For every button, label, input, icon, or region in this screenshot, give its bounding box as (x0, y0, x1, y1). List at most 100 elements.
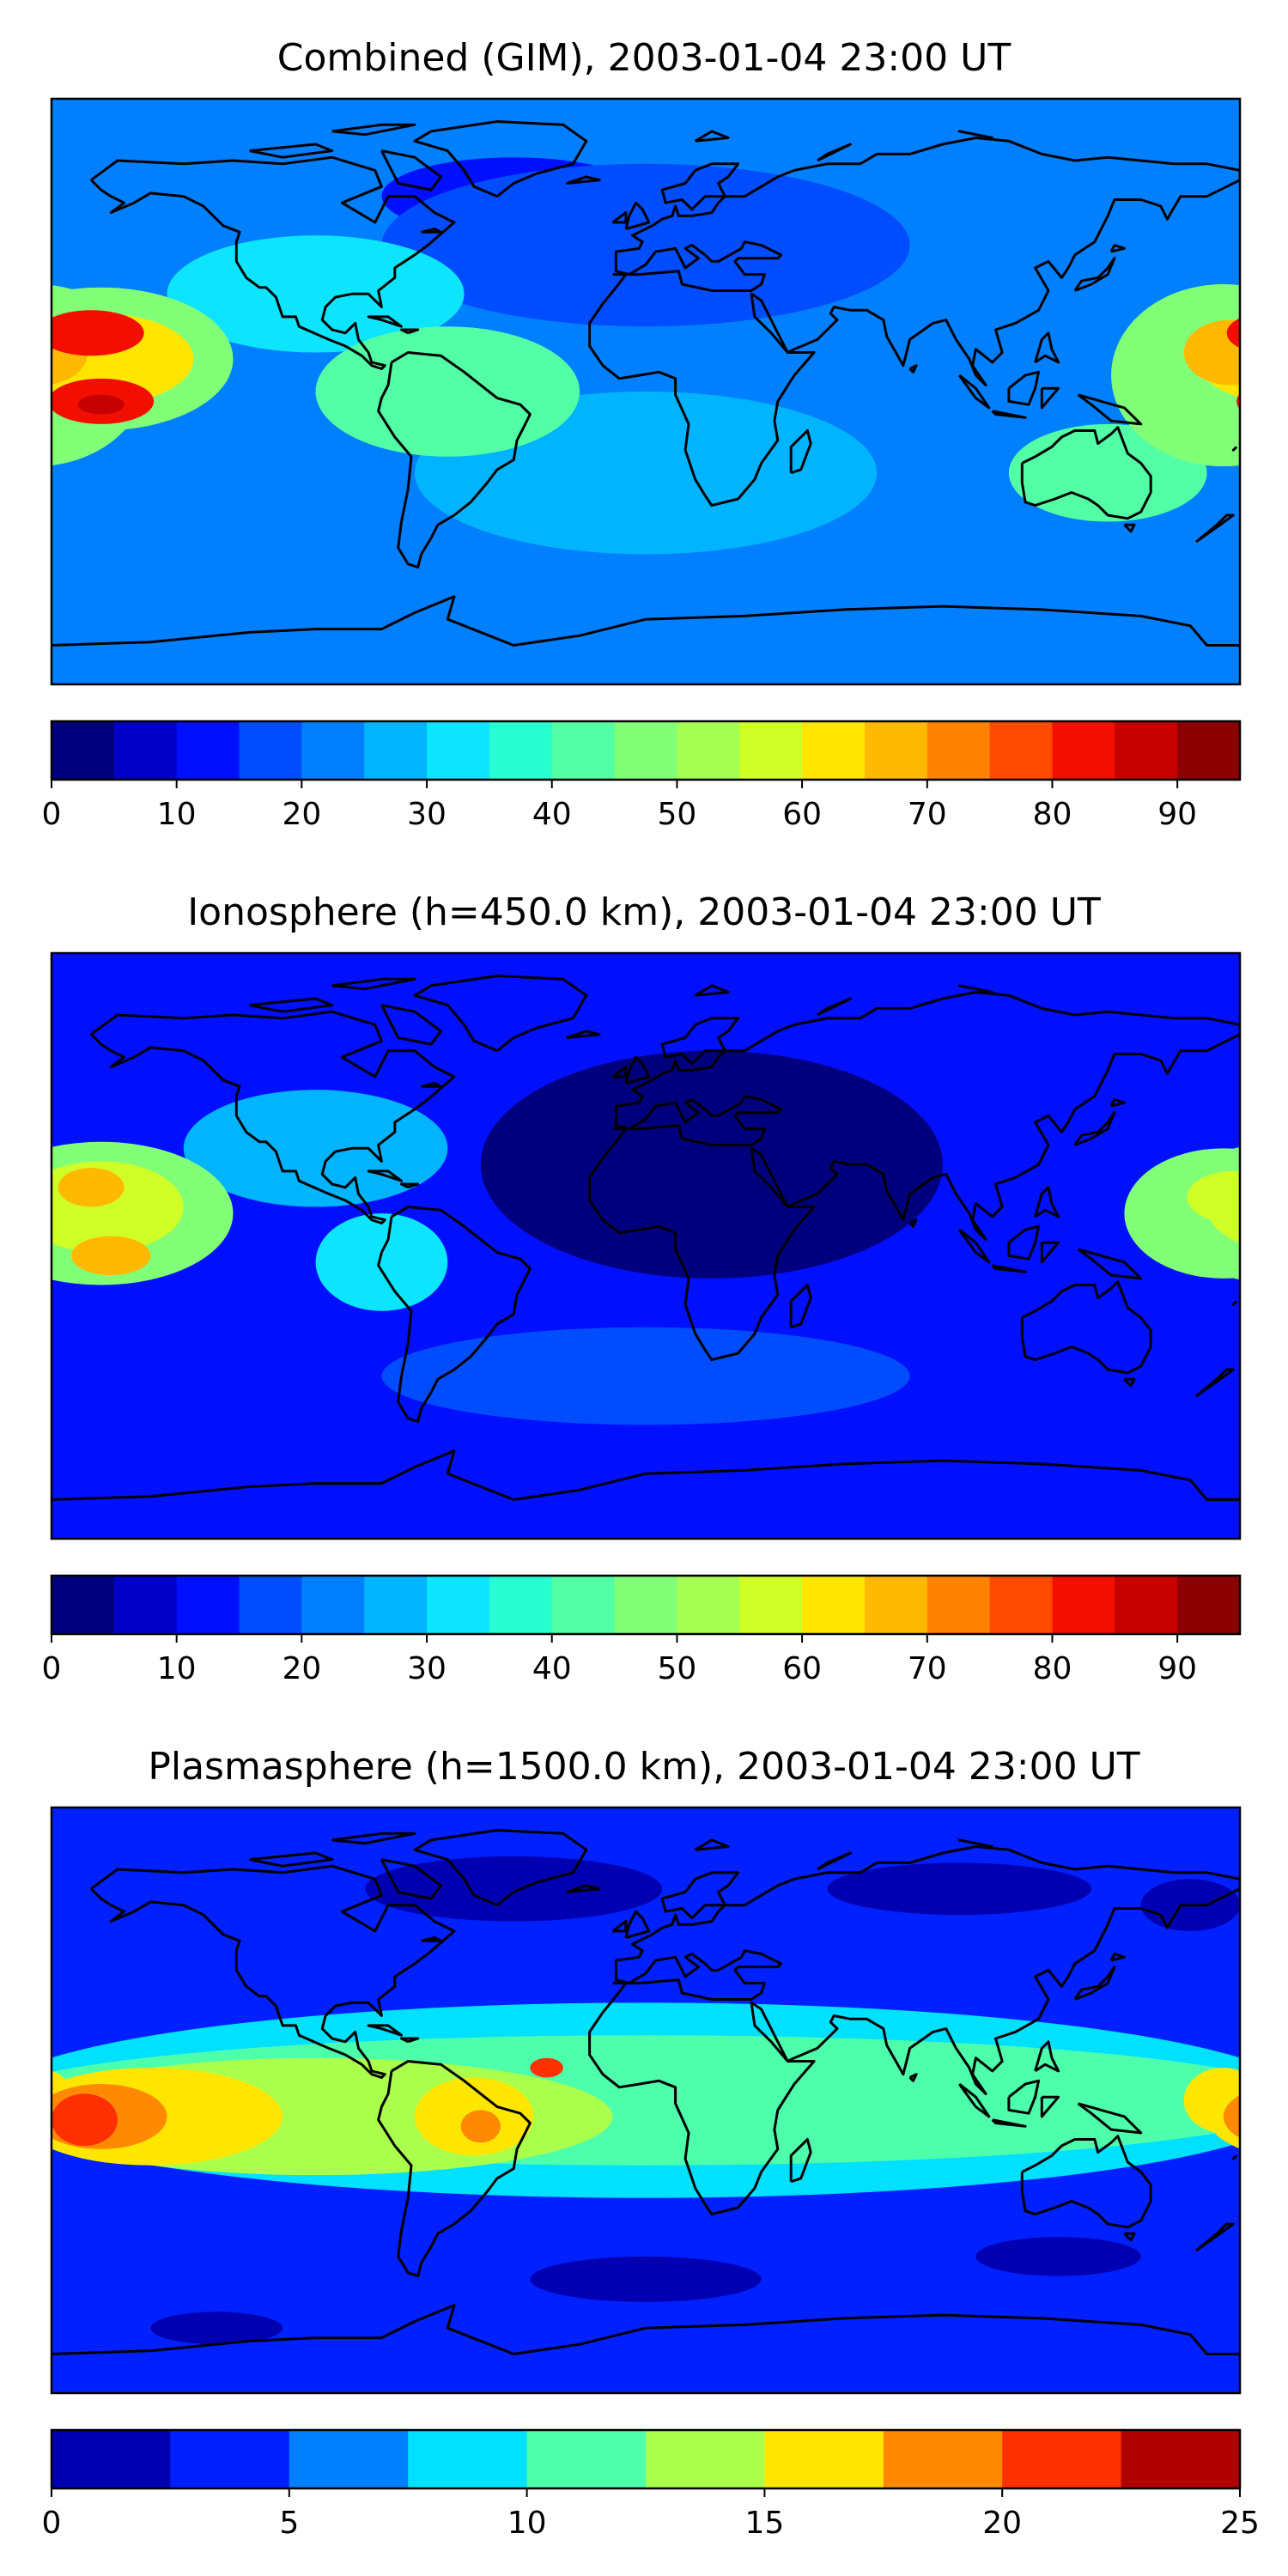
contour-region-wrap (1226, 318, 1240, 349)
colorbar-tick-label: 5 (279, 2506, 299, 2541)
coastline (380, 1004, 443, 1046)
coastline (421, 1082, 443, 1088)
coastline (52, 595, 1240, 647)
colorbar-tick-label: 0 (42, 1651, 62, 1686)
coastline (624, 1910, 651, 1940)
coastline (1231, 2154, 1238, 2160)
contour-region (381, 163, 910, 327)
colorbar-tick-label: 40 (532, 797, 572, 832)
panel-title-ionosphere: Ionosphere (h=450.0 km), 2003-01-04 23:0… (187, 890, 1101, 934)
coastline (1123, 2232, 1136, 2242)
colorbar-tick-label: 90 (1157, 1651, 1197, 1686)
coastline (1007, 370, 1040, 406)
colorbar-bin (170, 2430, 290, 2488)
colorbar-bin (52, 721, 115, 780)
coastline (1020, 2135, 1152, 2229)
colorbar-bin (427, 721, 490, 780)
coastline (52, 1449, 1240, 1501)
colorbar-tick-label: 70 (908, 797, 947, 832)
coastline (588, 137, 1240, 507)
coastline (566, 175, 601, 185)
coastline (380, 149, 443, 191)
coastline (1040, 1241, 1060, 1264)
coastline (957, 2082, 991, 2118)
colorbar-bin (364, 721, 428, 780)
colorbar-tick-label: 10 (157, 1651, 197, 1686)
colorbar-bin (864, 721, 928, 780)
coastline (1007, 2079, 1040, 2115)
contour-region (827, 1862, 1091, 1916)
colorbar-bin (239, 1576, 302, 1634)
coastline (957, 1838, 994, 1848)
coastline (367, 2024, 403, 2037)
colorbar-bin (1115, 1576, 1178, 1634)
coastline (331, 977, 416, 991)
coastline (588, 991, 1240, 1362)
coastline (367, 315, 403, 328)
colorbar-bin (408, 2430, 528, 2488)
coastline (400, 2037, 420, 2044)
coastline (908, 364, 918, 374)
coastline (331, 123, 416, 137)
coastline (1077, 393, 1143, 426)
coastline (400, 328, 420, 335)
coastline (377, 351, 532, 569)
coastline (624, 201, 651, 231)
coastline (1109, 1953, 1126, 1962)
coastline (611, 1066, 628, 1078)
coastline (1195, 2222, 1235, 2251)
coastline (1073, 1111, 1116, 1146)
colorbar-bin (301, 1576, 365, 1634)
colorbar-bin (989, 1576, 1054, 1634)
colorbar-bin (927, 721, 991, 780)
colorbar-tick-label: 10 (157, 797, 197, 832)
colorbar-frame (50, 1574, 1242, 1636)
contour-region (77, 394, 125, 415)
map-frame (50, 951, 1242, 1540)
panel-title-combined: Combined (GIM), 2003-01-04 23:00 UT (276, 36, 1012, 80)
contour-region-wrap (0, 1879, 52, 1931)
coastline (1020, 426, 1152, 520)
coastline (991, 2118, 1027, 2128)
colorbar-bin (989, 721, 1054, 780)
coastline (90, 1864, 456, 2079)
colorbar-tick-label: 0 (42, 2506, 62, 2541)
coastline (1020, 1280, 1152, 1375)
contour-region (530, 2256, 762, 2302)
colorbar-tick-label: 50 (658, 797, 697, 832)
map-panel-1 (50, 951, 1242, 1540)
colorbar-bin (927, 1576, 991, 1634)
coastline (1040, 2095, 1060, 2118)
coastline (908, 1218, 918, 1228)
colorbar-bin (301, 721, 365, 780)
contour-region (52, 310, 144, 356)
coastline (1034, 331, 1060, 364)
colorbar-bin (739, 1576, 803, 1634)
coastline (1109, 1098, 1126, 1108)
colorbar-bin (489, 1576, 553, 1634)
coastline (413, 1829, 588, 1907)
colorbar-bin (864, 1576, 928, 1634)
contour-region (71, 1236, 151, 1276)
coastline (400, 1182, 420, 1189)
coastline (1007, 1224, 1040, 1261)
coastline (1077, 1248, 1143, 1280)
colorbar-bin (677, 1576, 740, 1634)
coastline (377, 1206, 532, 1424)
coastline (991, 1264, 1027, 1273)
coastline (52, 2304, 1240, 2355)
colorbar-bin (364, 1576, 428, 1634)
coastline (957, 374, 991, 410)
colorbar-bin (1121, 2430, 1241, 2488)
coastline (249, 997, 334, 1013)
contour-region (1183, 2068, 1240, 2133)
coastline (694, 1838, 730, 1851)
coastline (789, 1284, 812, 1329)
coastline (817, 143, 852, 162)
coastline (694, 984, 730, 997)
colorbar-bin (489, 721, 553, 780)
map-panel-2 (0, 1806, 1242, 2395)
contour-region (975, 2237, 1141, 2276)
colorbar-bin (614, 721, 678, 780)
